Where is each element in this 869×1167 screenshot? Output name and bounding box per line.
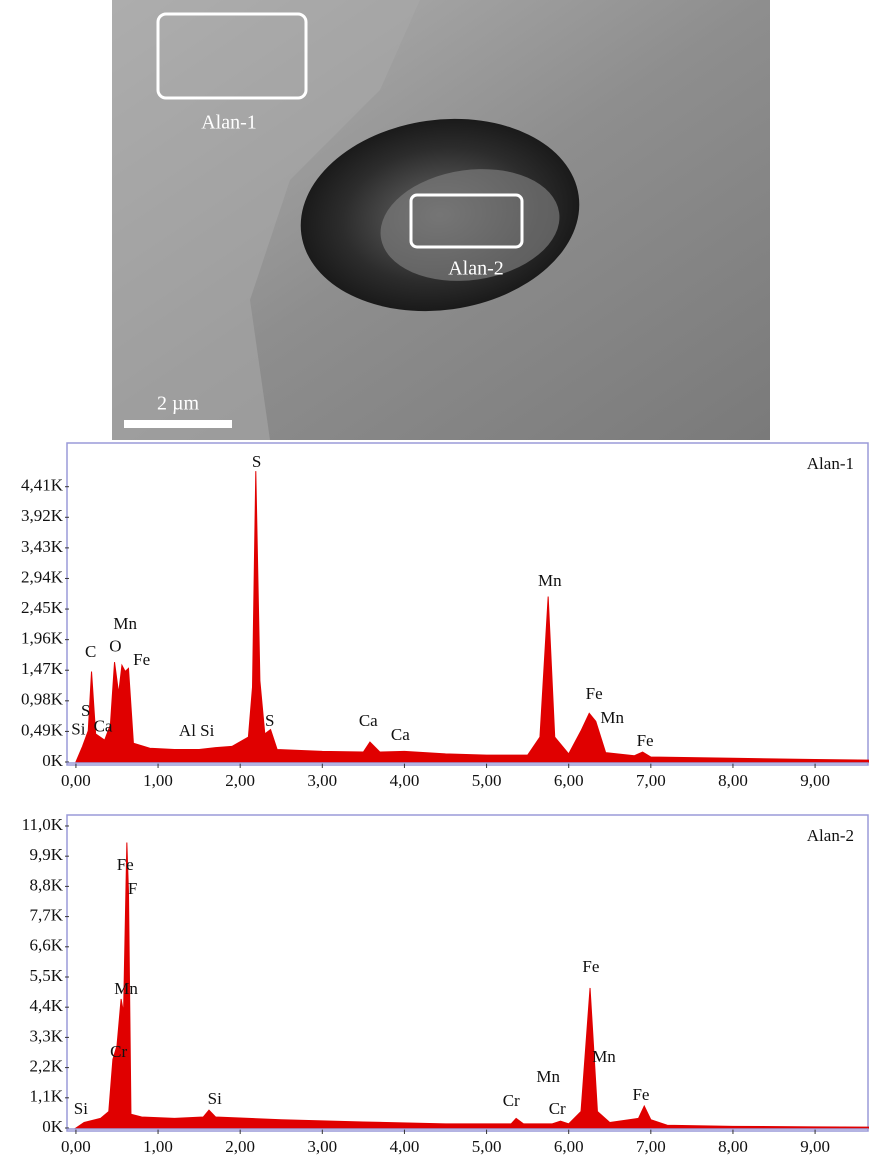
x-tick-label: 4,00 [390,771,420,790]
x-tick-label: 4,00 [390,1137,420,1156]
y-tick-label: 1,96K [21,629,64,648]
peak-label: O [109,637,121,656]
x-tick-label: 8,00 [718,771,748,790]
peak-label: F [128,879,137,898]
peak-label: Fe [582,957,599,976]
plot-frame [67,443,868,765]
y-tick-label: 8,8K [29,875,63,894]
peak-label: Cr [503,1091,520,1110]
x-tick-label: 9,00 [800,771,830,790]
y-tick-label: 4,4K [29,996,63,1015]
peak-label: Mn [536,1067,560,1086]
y-tick-label: 1,47K [21,659,64,678]
peak-label: Fe [632,1085,649,1104]
region-label: Alan-2 [448,258,504,280]
spectrum-area [76,842,869,1128]
sem-image: Alan-1 Alan-2 2 µm [112,0,770,440]
x-tick-label: 3,00 [307,771,337,790]
x-tick-label: 1,00 [143,771,173,790]
peak-label: Ca [94,717,113,736]
x-tick-label: 3,00 [307,1137,337,1156]
peak-label: Ca [359,711,378,730]
x-tick-label: 2,00 [225,1137,255,1156]
y-tick-label: 4,41K [21,476,64,495]
peak-label: Cr [110,1042,127,1061]
peak-label: Mn [113,614,137,633]
peak-label: S [81,701,90,720]
y-tick-label: 5,5K [29,966,63,985]
peak-label: Mn [592,1047,616,1066]
y-tick-label: 7,7K [29,905,63,924]
scale-bar [124,420,232,428]
peak-label: S [265,711,274,730]
peak-label: Si [71,720,85,739]
y-tick-label: 0K [42,1117,64,1136]
peak-label: Mn [538,571,562,590]
y-tick-label: 2,2K [29,1057,63,1076]
peak-label: Mn [114,979,138,998]
x-tick-label: 2,00 [225,771,255,790]
y-tick-label: 3,3K [29,1026,63,1045]
plot-frame [67,815,868,1131]
peak-label: Cr [549,1099,566,1118]
y-tick-label: 11,0K [22,815,64,834]
peak-label: Mn [600,708,624,727]
peak-label: Al Si [179,721,215,740]
peak-label: Ca [391,725,410,744]
y-tick-label: 0K [42,751,64,770]
peak-label: Si [208,1089,222,1108]
x-tick-label: 7,00 [636,1137,666,1156]
peak-label: Fe [586,684,603,703]
y-tick-label: 6,6K [29,936,63,955]
x-tick-label: 8,00 [718,1137,748,1156]
x-tick-label: 7,00 [636,771,666,790]
peak-label: Fe [117,855,134,874]
y-tick-label: 2,45K [21,598,64,617]
y-tick-label: 1,1K [29,1087,63,1106]
peak-label: Si [74,1099,88,1118]
y-tick-label: 2,94K [21,567,64,586]
y-tick-label: 3,92K [21,506,64,525]
x-tick-label: 0,00 [61,771,91,790]
peak-label: Fe [637,731,654,750]
y-tick-label: 3,43K [21,537,64,556]
x-tick-label: 9,00 [800,1137,830,1156]
x-tick-label: 5,00 [472,1137,502,1156]
chart-title: Alan-2 [807,826,854,845]
peak-label: S [252,452,261,471]
y-tick-label: 9,9K [29,845,63,864]
region-label: Alan-1 [201,112,257,134]
peak-label: Fe [133,650,150,669]
spectrum-area [76,471,869,762]
y-tick-label: 0,49K [21,720,64,739]
figure: Alan-1 Alan-2 2 µm 0K 0,49K 0,98K 1,47K 1,96… [0,0,869,1162]
chart-title: Alan-1 [807,454,854,473]
x-tick-label: 5,00 [472,771,502,790]
scale-bar-label: 2 µm [157,393,200,415]
peak-label: C [85,642,96,661]
x-tick-label: 1,00 [143,1137,173,1156]
x-tick-label: 6,00 [554,1137,584,1156]
x-tick-label: 0,00 [61,1137,91,1156]
y-tick-label: 0,98K [21,690,64,709]
x-tick-label: 6,00 [554,771,584,790]
